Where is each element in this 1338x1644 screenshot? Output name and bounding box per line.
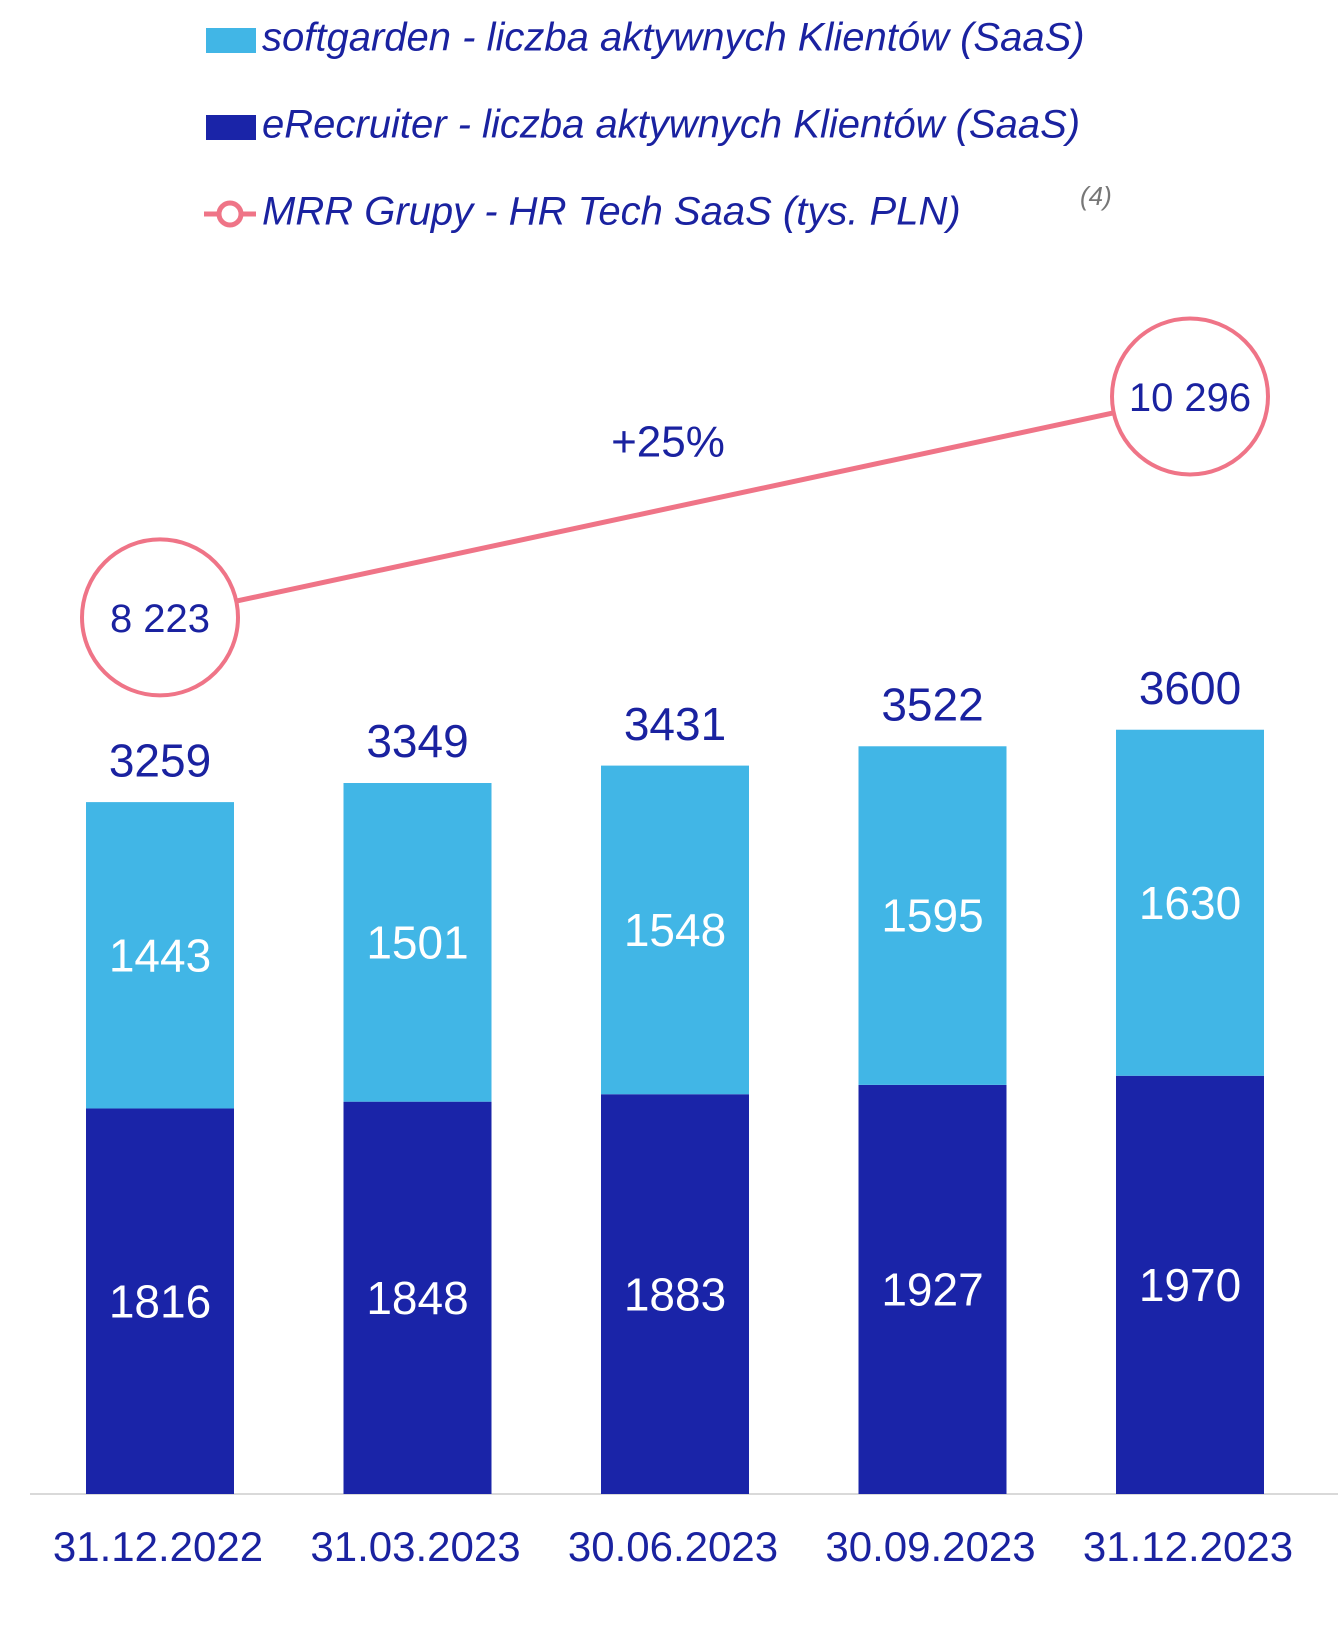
legend-label: MRR Grupy - HR Tech SaaS (tys. PLN) [262,190,961,234]
segment-label: 1443 [109,929,211,981]
segment-label: 1927 [881,1264,983,1316]
line [159,394,1191,620]
x-tick-label: 30.09.2023 [825,1523,1035,1570]
line-label: 10 296 [1129,376,1251,420]
x-tick-label: 31.03.2023 [310,1523,520,1570]
x-tick-label: 31.12.2023 [1083,1523,1293,1570]
bar-segment [86,1108,234,1494]
segment-label: 1630 [1139,877,1241,929]
legend-label: eRecruiter - liczba aktywnych Klientów (… [262,103,1080,147]
bar-segment [1116,1075,1264,1494]
segment-label: 1548 [624,904,726,956]
legend-note: (4) [1080,181,1112,211]
total-label: 3349 [366,715,468,767]
segment-label: 1883 [624,1268,726,1320]
legend-swatch [206,28,256,53]
bar-segment [858,746,1007,1085]
x-tick-label: 30.06.2023 [568,1523,778,1570]
total-label: 3522 [881,678,983,730]
bar-segment [601,765,749,1095]
bar-segment [86,802,234,1109]
total-label: 3600 [1139,662,1241,714]
bar-segment [343,783,492,1102]
legend-label: softgarden - liczba aktywnych Klientów (… [262,16,1085,60]
x-tick-label: 31.12.2022 [53,1523,263,1570]
line-label: 8 223 [110,597,210,641]
segment-label: 1595 [881,890,983,942]
segment-label: 1816 [109,1275,211,1327]
total-label: 3431 [624,698,726,750]
bar-segment [601,1094,749,1494]
segment-label: 1848 [366,1272,468,1324]
legend-marker [216,200,244,228]
line-marker [1110,316,1270,477]
bar-segment [858,1084,1007,1494]
annotation: +25% [611,418,725,467]
bar-segment [343,1101,492,1494]
bar-segment [1116,729,1264,1076]
legend-swatch [206,115,256,140]
segment-label: 1501 [366,916,468,968]
line-marker [80,537,240,698]
segment-label: 1970 [1139,1259,1241,1311]
total-label: 3259 [109,734,211,786]
